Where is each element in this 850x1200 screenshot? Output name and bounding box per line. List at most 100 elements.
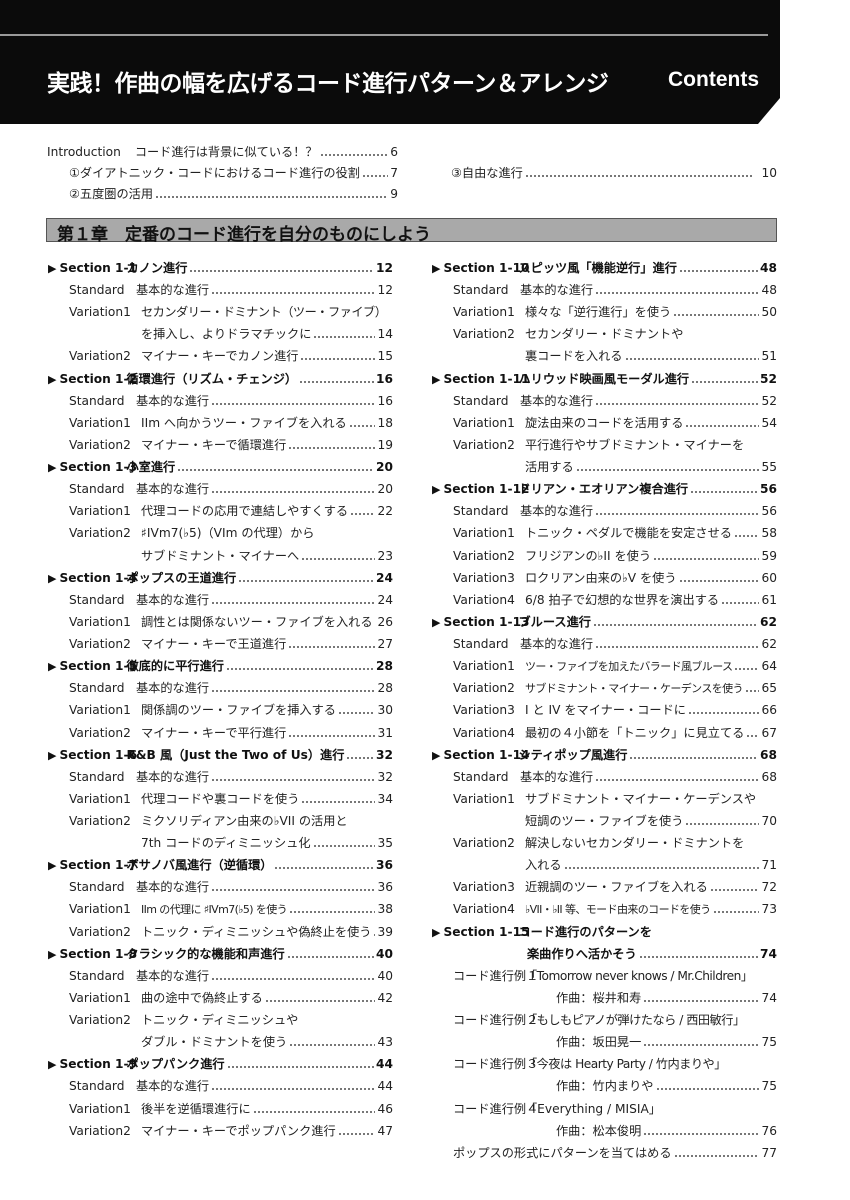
page-number: 10 — [761, 166, 777, 180]
toc-subsection-continued[interactable]: 7th コードのディミニッシュ化 35 — [141, 834, 393, 852]
entry-title: マイナー・キーでポップパンク進行 — [141, 1123, 336, 1138]
toc-subsection[interactable]: コード進行例３ 「今夜は Hearty Party / 竹内まりや」 — [453, 1055, 777, 1073]
toc-subsection[interactable]: Standard 基本的な進行 52 — [453, 392, 777, 410]
toc-subsection[interactable]: Variation3 近親調のツー・ファイブを入れる 72 — [453, 878, 777, 896]
toc-section[interactable]: ▶ Section 1-13 ブルース進行 62 — [432, 613, 777, 631]
toc-subsection[interactable]: コード進行例１ 「Tomorrow never knows / Mr.Childr… — [453, 967, 777, 985]
toc-subsection[interactable]: コード進行例４ 「Everything / MISIA」 — [453, 1100, 777, 1118]
toc-subsection[interactable]: Variation2 トニック・ディミニッシュや偽終止を使う 39 — [69, 923, 393, 941]
toc-subsection[interactable]: Variation1 旋法由来のコードを活用する 54 — [453, 414, 777, 432]
toc-subsection[interactable]: Standard 基本的な進行 36 — [69, 878, 393, 896]
dot-leader — [643, 992, 760, 1003]
toc-subsection[interactable]: Variation4 ♭VII・♭II 等、モード由来のコードを使う 73 — [453, 900, 777, 918]
toc-subsection[interactable]: Standard 基本的な進行 16 — [69, 392, 393, 410]
toc-composer-credit[interactable]: 作曲：松本俊明 76 — [556, 1122, 777, 1140]
toc-subsection[interactable]: Standard 基本的な進行 20 — [69, 480, 393, 498]
toc-subsection-continued[interactable]: 短調のツー・ファイブを使う 70 — [525, 812, 777, 830]
toc-subsection[interactable]: Variation2 サブドミナント・マイナー・ケーデンスを使う 65 — [453, 679, 777, 697]
toc-section[interactable]: ▶ Section 1-9 ポップパンク進行 44 — [48, 1055, 393, 1073]
toc-item[interactable]: ポップスの形式にパターンを当てはめる 77 — [453, 1144, 777, 1162]
toc-subsection[interactable]: Variation4 最初の４小節を「トニック」に見立てる 67 — [453, 724, 777, 742]
toc-section[interactable]: ▶ Section 1-14 シティポップ風進行 68 — [432, 746, 777, 764]
toc-intro[interactable]: Introduction コード進行は背景に似ている！？ 6 — [47, 143, 398, 161]
toc-section[interactable]: ▶ Section 1-4 ポップスの王道進行 24 — [48, 569, 393, 587]
toc-subsection[interactable]: Standard 基本的な進行 12 — [69, 281, 393, 299]
toc-section[interactable]: ▶ Section 1-1 カノン進行 12 — [48, 259, 393, 277]
dot-leader — [709, 882, 760, 893]
toc-subsection-continued[interactable]: 活用する 55 — [525, 458, 777, 476]
toc-section[interactable]: ▶ Section 1-6 R&B 風（Just the Two of Us）進行 3… — [48, 746, 393, 764]
toc-subsection[interactable]: Standard 基本的な進行 56 — [453, 502, 777, 520]
toc-composer-credit[interactable]: 作曲：坂田晃一 75 — [556, 1033, 777, 1051]
toc-subsection[interactable]: Standard 基本的な進行 32 — [69, 768, 393, 786]
toc-section[interactable]: ▶ Section 1-7 ボサノバ風進行（逆循環） 36 — [48, 856, 393, 874]
toc-subsection[interactable]: Standard 基本的な進行 40 — [69, 967, 393, 985]
toc-intro-item[interactable]: ①ダイアトニック・コードにおけるコード進行の役割 7 — [69, 164, 398, 182]
entry-title: トニック・ディミニッシュや — [141, 1013, 299, 1028]
toc-subsection[interactable]: Variation2 セカンダリー・ドミナントや — [453, 325, 777, 343]
toc-subsection[interactable]: Variation2 解決しないセカンダリー・ドミナントを — [453, 834, 777, 852]
toc-subsection[interactable]: コード進行例２ 「もしもピアノが弾けたなら / 西田敏行」 — [453, 1011, 777, 1029]
entry-title: 6/8 拍子で幻想的な世界を演出する — [525, 592, 720, 607]
page-number: 31 — [377, 725, 393, 740]
toc-subsection[interactable]: Variation2 トニック・ディミニッシュや — [69, 1011, 393, 1029]
toc-subsection-continued[interactable]: サブドミナント・マイナーへ 23 — [141, 547, 393, 565]
toc-section[interactable]: ▶ Section 1-3 小室進行 20 — [48, 458, 393, 476]
toc-subsection[interactable]: Variation2 ♯IVm7(♭5)（VIm の代理）から — [69, 524, 393, 542]
toc-subsection[interactable]: Variation1 後半を逆循環進行に 46 — [69, 1100, 393, 1118]
toc-subsection[interactable]: Standard 基本的な進行 24 — [69, 591, 393, 609]
dot-leader — [691, 373, 759, 384]
toc-subsection[interactable]: Variation2 マイナー・キーでポップパンク進行 47 — [69, 1122, 393, 1140]
dot-leader — [211, 285, 376, 296]
toc-subsection[interactable]: Variation1 トニック・ペダルで機能を安定させる 58 — [453, 524, 777, 542]
toc-subsection[interactable]: Variation2 マイナー・キーで王道進行 27 — [69, 635, 393, 653]
toc-subsection[interactable]: Variation1 代理コードの応用で連結しやすくする 22 — [69, 502, 393, 520]
toc-subsection[interactable]: Standard 基本的な進行 48 — [453, 281, 777, 299]
toc-subsection[interactable]: Standard 基本的な進行 44 — [69, 1077, 393, 1095]
toc-subsection[interactable]: Variation2 ミクソリディアン由来の♭VII の活用と — [69, 812, 393, 830]
toc-subsection[interactable]: Variation2 平行進行やサブドミナント・マイナーを — [453, 436, 777, 454]
toc-subsection[interactable]: Variation1 様々な「逆行進行」を使う 50 — [453, 303, 777, 321]
toc-subsection[interactable]: Variation1 サブドミナント・マイナー・ケーデンスや — [453, 790, 777, 808]
toc-subsection[interactable]: Variation1 セカンダリー・ドミナント（ツー・ファイブ） — [69, 303, 393, 321]
toc-subsection[interactable]: Variation1 IIm へ向かうツー・ファイブを入れる 18 — [69, 414, 393, 432]
toc-subsection-continued[interactable]: ダブル・ドミナントを使う 43 — [141, 1033, 393, 1051]
triangle-right-icon: ▶ — [48, 262, 57, 275]
toc-section[interactable]: ▶ Section 1-15 コード進行のパターンを — [432, 923, 777, 941]
toc-section[interactable]: ▶ Section 1-12 ドリアン・エオリアン複合進行 56 — [432, 480, 777, 498]
toc-subsection-continued[interactable]: を挿入し、よりドラマチックに 14 — [141, 325, 393, 343]
page-number: 75 — [761, 1079, 777, 1094]
dot-leader — [211, 970, 376, 981]
toc-section[interactable]: ▶ Section 1-5 徹底的に平行進行 28 — [48, 657, 393, 675]
toc-subsection[interactable]: Variation1 調性とは関係ないツー・ファイブを入れる 26 — [69, 613, 393, 631]
toc-subsection[interactable]: Standard 基本的な進行 62 — [453, 635, 777, 653]
subsection-label: Variation3 — [453, 570, 515, 585]
toc-subsection[interactable]: Variation3 ロクリアン由来の♭V を使う 60 — [453, 569, 777, 587]
toc-subsection[interactable]: Variation3 I と IV をマイナー・コードに 66 — [453, 701, 777, 719]
toc-subsection[interactable]: Variation1 曲の途中で偽終止する 42 — [69, 989, 393, 1007]
page-number: 30 — [377, 703, 393, 718]
toc-subsection[interactable]: Variation2 マイナー・キーで循環進行 19 — [69, 436, 393, 454]
toc-section[interactable]: ▶ Section 1-10 スピッツ風「機能逆行」進行 48 — [432, 259, 777, 277]
toc-subsection[interactable]: Variation1 代理コードや裏コードを使う 34 — [69, 790, 393, 808]
toc-section[interactable]: ▶ Section 1-8 クラシック的な機能和声進行 40 — [48, 945, 393, 963]
toc-section[interactable]: ▶ Section 1-2 循環進行（リズム・チェンジ） 16 — [48, 370, 393, 388]
toc-intro-item[interactable]: ③自由な進行 10 — [451, 164, 777, 182]
toc-subsection-continued[interactable]: 入れる 71 — [525, 856, 777, 874]
toc-section[interactable]: ▶ Section 1-11 ハリウッド映画風モーダル進行 52 — [432, 370, 777, 388]
toc-subsection[interactable]: Variation1 ツー・ファイブを加えたバラード風ブルース 64 — [453, 657, 777, 675]
toc-subsection[interactable]: Variation2 マイナー・キーで平行進行 31 — [69, 724, 393, 742]
toc-subsection[interactable]: Variation1 関係調のツー・ファイブを挿入する 30 — [69, 701, 393, 719]
subsection-label: Standard — [453, 393, 509, 408]
toc-subsection[interactable]: Variation4 6/8 拍子で幻想的な世界を演出する 61 — [453, 591, 777, 609]
toc-section-continued[interactable]: 楽曲作りへ活かそう 74 — [527, 945, 777, 963]
toc-subsection[interactable]: Variation2 フリジアンの♭II を使う 59 — [453, 547, 777, 565]
toc-intro-item[interactable]: ②五度圏の活用 9 — [69, 185, 398, 203]
toc-subsection[interactable]: Variation1 IIm の代理に ♯IVm7(♭5) を使う 38 — [69, 900, 393, 918]
toc-subsection[interactable]: Variation2 マイナー・キーでカノン進行 15 — [69, 347, 393, 365]
toc-composer-credit[interactable]: 作曲：竹内まりや 75 — [556, 1077, 777, 1095]
toc-subsection[interactable]: Standard 基本的な進行 68 — [453, 768, 777, 786]
toc-composer-credit[interactable]: 作曲：桜井和寿 74 — [556, 989, 777, 1007]
toc-subsection[interactable]: Standard 基本的な進行 28 — [69, 679, 393, 697]
toc-subsection-continued[interactable]: 裏コードを入れる 51 — [525, 347, 777, 365]
